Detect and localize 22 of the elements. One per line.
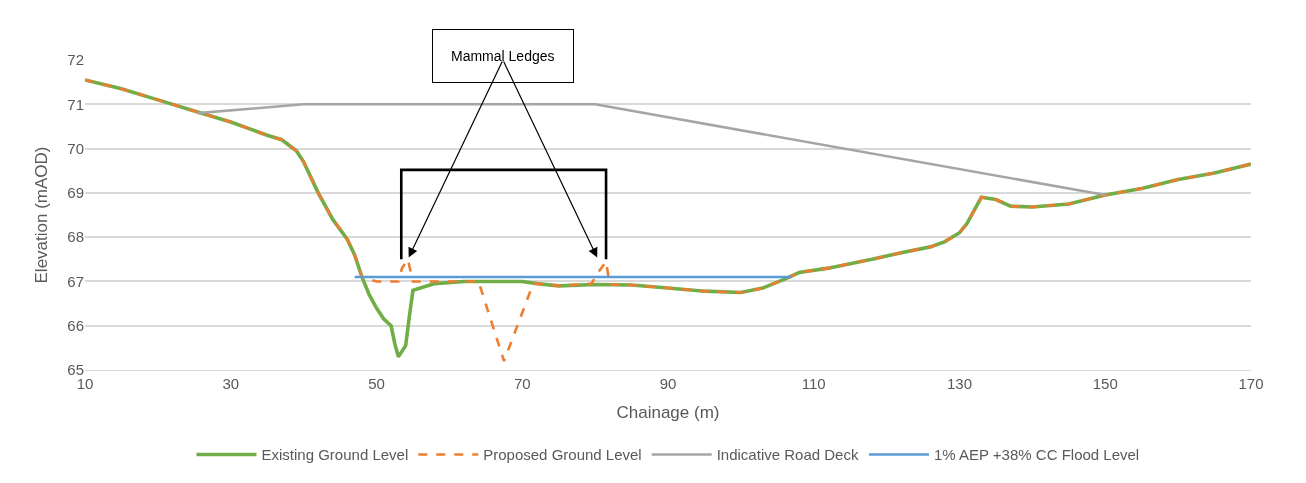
x-tick-label: 70: [513, 375, 531, 392]
x-tick-label: 110: [801, 375, 826, 392]
y-tick-label: 70: [67, 139, 84, 157]
x-tick-label: 150: [1092, 375, 1118, 392]
x-tick-label: 90: [659, 375, 677, 392]
y-tick-label: 68: [67, 228, 84, 246]
legend-label: 1% AEP +38% CC Flood Level: [933, 446, 1140, 464]
x-tick-label: 30: [222, 375, 240, 392]
y-tick-label: 72: [67, 51, 84, 69]
y-tick-label: 67: [67, 272, 84, 290]
x-axis-title: Chainage (m): [616, 403, 720, 423]
legend-label: Indicative Road Deck: [716, 446, 859, 464]
y-tick-label: 71: [67, 95, 84, 113]
y-tick-label: 69: [67, 184, 84, 202]
x-tick-label: 130: [946, 375, 973, 392]
y-axis-title: Elevation (mAOD): [31, 146, 51, 284]
legend-label: Existing Ground Level: [261, 446, 409, 464]
annotation: Mammal Ledges: [451, 48, 555, 64]
y-tick-label: 66: [67, 316, 84, 334]
legend-label: Proposed Ground Level: [483, 446, 642, 464]
x-tick-label: 170: [1238, 375, 1264, 392]
x-tick-label: 50: [368, 375, 385, 392]
